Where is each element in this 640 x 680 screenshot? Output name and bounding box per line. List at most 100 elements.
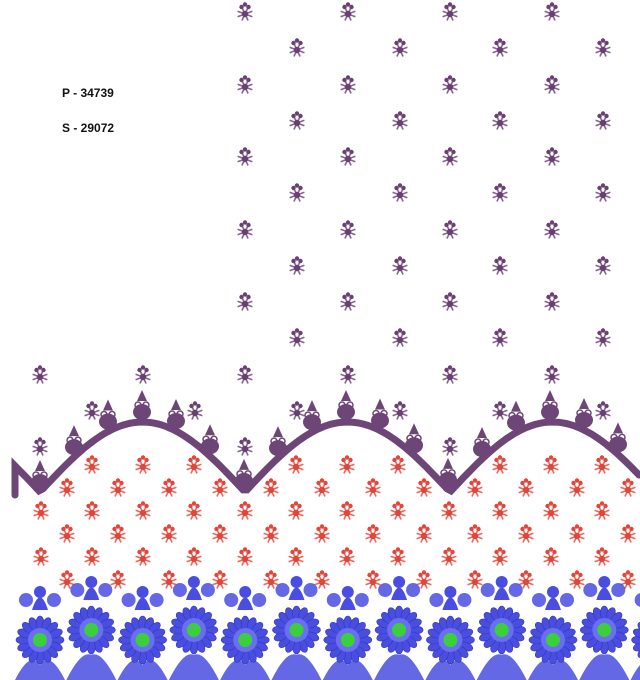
red-butta-motif: [84, 455, 100, 474]
red-butta-motif: [416, 570, 432, 589]
red-butta-motif: [59, 570, 75, 589]
red-butta-motif: [390, 547, 406, 566]
red-butta-motif: [492, 501, 508, 520]
purple-butta-motif: [442, 75, 458, 94]
purple-butta-motif: [442, 437, 458, 456]
purple-butta-motif: [442, 292, 458, 311]
red-butta-motif: [416, 524, 432, 543]
purple-butta-motif: [544, 365, 560, 384]
red-butta-motif: [339, 547, 355, 566]
red-butta-motif: [186, 547, 202, 566]
red-butta-motif: [314, 478, 330, 497]
scallop-motif: [235, 458, 253, 489]
purple-butta-motif: [544, 75, 560, 94]
purple-butta-motif: [135, 365, 151, 384]
purple-butta-motif: [595, 328, 611, 347]
purple-butta-motif: [237, 147, 253, 166]
red-butta-motif: [288, 501, 304, 520]
purple-butta-motif: [492, 401, 508, 420]
blue-flower-border-unit: [425, 586, 476, 680]
red-butta-motif: [314, 524, 330, 543]
purple-butta-motif: [492, 328, 508, 347]
red-butta-motif: [467, 570, 483, 589]
red-butta-motif: [212, 478, 228, 497]
purple-butta-motif: [237, 75, 253, 94]
purple-butta-motif: [595, 111, 611, 130]
blue-flower-border-unit: [271, 576, 322, 680]
scallop-motif: [439, 457, 457, 488]
red-butta-motif: [161, 570, 177, 589]
red-butta-motif: [594, 455, 610, 474]
blue-flower-border-unit: [579, 576, 630, 680]
blue-flower-border-unit: [374, 576, 425, 680]
scallop-motif: [609, 422, 627, 453]
purple-butta-motif: [289, 111, 305, 130]
red-butta-motif: [186, 455, 202, 474]
s-code-label: S - 29072: [62, 121, 115, 135]
red-butta-motif: [594, 547, 610, 566]
red-butta-motif: [492, 547, 508, 566]
red-butta-motif: [288, 455, 304, 474]
red-butta-motif: [569, 570, 585, 589]
red-butta-motif: [620, 524, 636, 543]
red-butta-motif: [186, 501, 202, 520]
blue-flower-border-unit: [528, 586, 578, 680]
blue-flower-border-unit: [15, 586, 65, 680]
red-butta-motif: [237, 547, 253, 566]
purple-butta-motif: [289, 401, 305, 420]
red-butta-motif: [365, 478, 381, 497]
blue-flower-border-unit: [66, 576, 117, 680]
blue-flower-border-unit: [168, 576, 219, 680]
scallop-motif: [507, 400, 525, 431]
red-butta-motif: [416, 478, 432, 497]
purple-butta-motif: [340, 2, 356, 21]
purple-butta-motif: [595, 183, 611, 202]
purple-butta-motif: [289, 183, 305, 202]
red-butta-motif: [161, 478, 177, 497]
purple-butta-motif: [544, 2, 560, 21]
red-butta-motif: [263, 524, 279, 543]
red-butta-motif: [620, 478, 636, 497]
purple-butta-motif: [544, 292, 560, 311]
red-butta-motif: [84, 547, 100, 566]
purple-butta-motif: [442, 2, 458, 21]
purple-butta-motif: [595, 38, 611, 57]
purple-butta-motif: [442, 220, 458, 239]
red-butta-motif: [263, 478, 279, 497]
scallop-border: [11, 418, 640, 499]
scallop-motif: [541, 390, 559, 421]
scallop-motif: [575, 397, 593, 428]
red-butta-motif: [365, 524, 381, 543]
purple-butta-motif: [492, 256, 508, 275]
red-butta-motif: [620, 570, 636, 589]
purple-butta-motif: [237, 365, 253, 384]
purple-butta-motif: [595, 256, 611, 275]
red-butta-motif: [569, 478, 585, 497]
red-butta-motif: [390, 501, 406, 520]
purple-butta-motif: [392, 38, 408, 57]
red-butta-motif: [441, 547, 457, 566]
purple-butta-motif: [340, 365, 356, 384]
red-butta-motif: [135, 547, 151, 566]
red-butta-motif: [543, 547, 559, 566]
red-butta-motif: [84, 501, 100, 520]
scallop-motif: [31, 460, 49, 490]
red-butta-motif: [314, 570, 330, 589]
red-butta-motif: [288, 547, 304, 566]
red-butta-motif: [594, 501, 610, 520]
purple-butta-motif: [392, 328, 408, 347]
red-butta-motif: [390, 455, 406, 474]
purple-butta-motif: [289, 256, 305, 275]
blue-flower-border-unit: [476, 576, 527, 680]
red-butta-motif: [467, 478, 483, 497]
red-butta-motif: [518, 570, 534, 589]
scallop-motif: [405, 423, 423, 454]
purple-butta-motif: [442, 147, 458, 166]
blue-flower-border-unit: [630, 593, 640, 680]
scallop-motif: [201, 424, 219, 455]
purple-butta-motif: [492, 111, 508, 130]
red-butta-motif: [339, 455, 355, 474]
red-butta-motif: [263, 570, 279, 589]
scallop-motif: [269, 426, 287, 457]
